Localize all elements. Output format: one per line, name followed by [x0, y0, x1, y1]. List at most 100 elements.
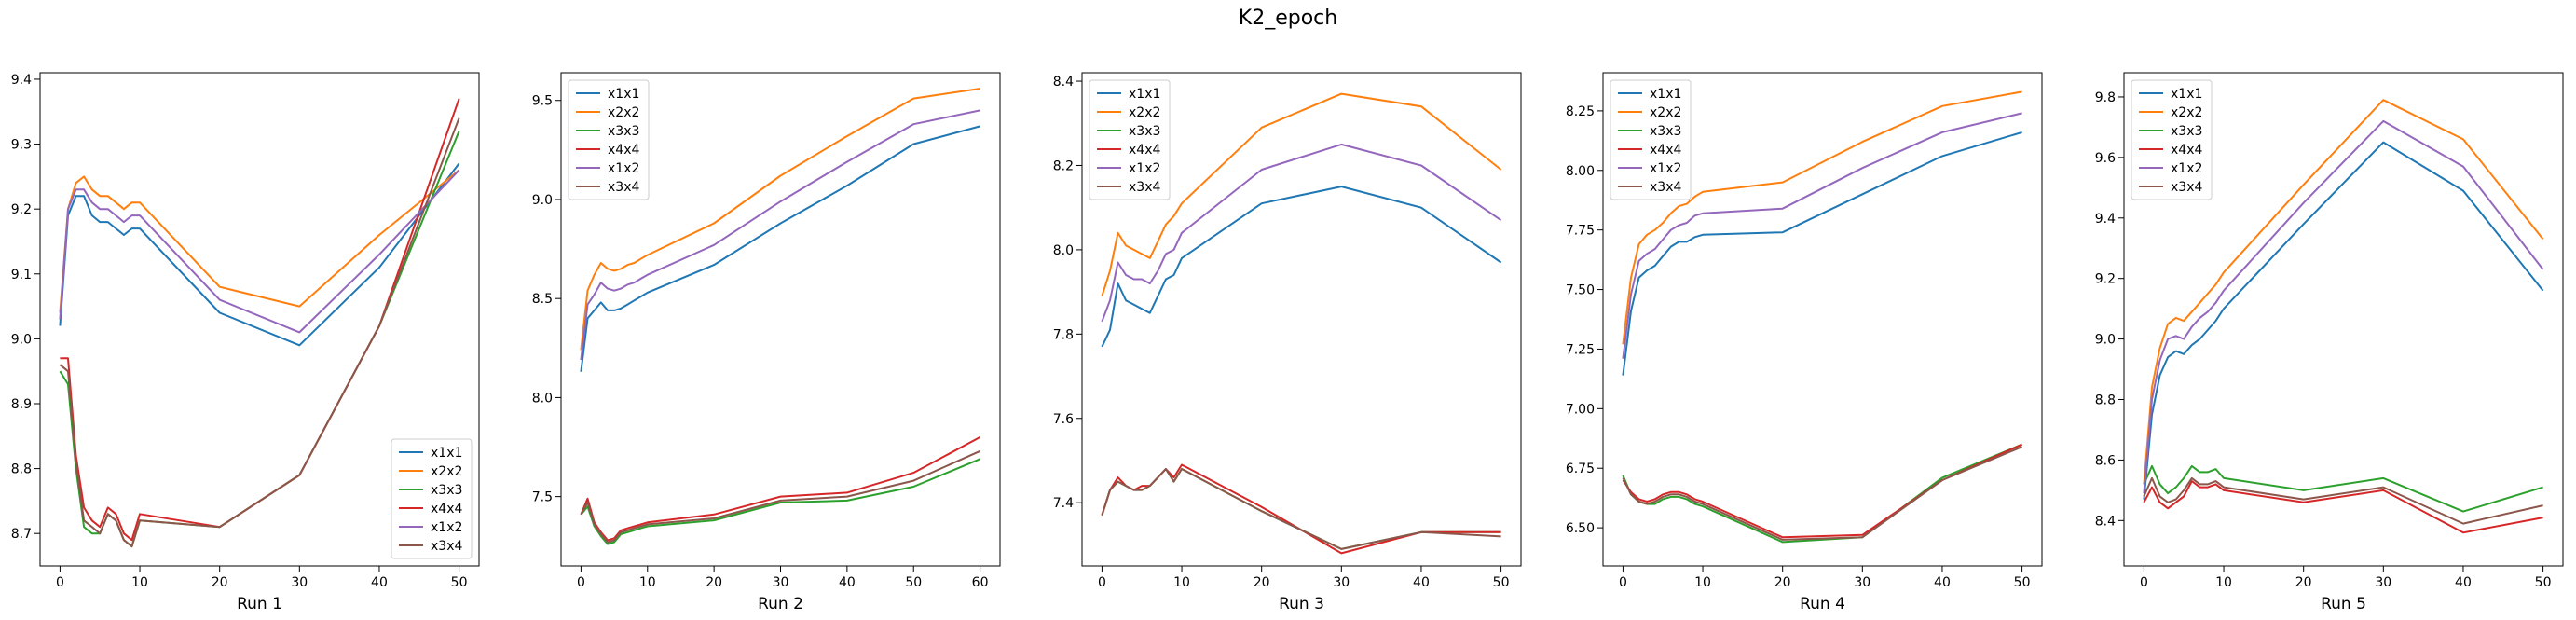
x-tick-label: 20 — [706, 575, 722, 590]
y-tick-label: 7.25 — [1566, 342, 1595, 357]
y-tick-label: 8.4 — [1053, 75, 1074, 90]
legend-label: x2x2 — [1650, 105, 1681, 120]
legend-frame — [2131, 79, 2213, 200]
legend-label: x3x3 — [1129, 124, 1160, 139]
series-line-x1x2 — [1622, 112, 2022, 359]
legend: x1x1 x2x2 x3x3 x4x4 x1x2 x3x4 — [1610, 79, 1692, 200]
series-line-x1x1 — [1101, 186, 1502, 348]
series-lines — [2143, 99, 2544, 534]
y-tick-label: 9.6 — [2095, 151, 2116, 166]
y-tick-label: 7.75 — [1566, 224, 1595, 239]
axes-frame — [1081, 72, 1522, 567]
legend-label: x3x4 — [1650, 180, 1681, 195]
y-tick-label: 6.50 — [1566, 521, 1595, 536]
subplot-2: 0 10 20 30 40 50 60 7.5 8.0 8.5 9.0 9.5 Run 2 x1x1 x2x… — [532, 72, 1001, 613]
y-tick-label: 8.25 — [1566, 104, 1595, 119]
subplot-title: Run 4 — [1800, 595, 1845, 613]
y-tick-label: 9.4 — [2095, 212, 2116, 227]
legend-label: x1x1 — [2171, 87, 2202, 102]
series-line-x3x4 — [1622, 446, 2022, 541]
legend-label: x1x1 — [608, 87, 639, 102]
legend-label: x2x2 — [2171, 105, 2202, 120]
legend-label: x2x2 — [431, 464, 462, 479]
x-tick-label: 10 — [639, 575, 656, 590]
y-tick-label: 7.8 — [1053, 327, 1074, 342]
x-tick-label: 40 — [371, 575, 388, 590]
x-tick-label: 0 — [577, 575, 585, 590]
legend-label: x4x4 — [1650, 143, 1681, 158]
x-tick-label: 40 — [2455, 575, 2472, 590]
y-tick-label: 8.8 — [2095, 393, 2116, 408]
series-line-x1x1 — [1622, 131, 2022, 376]
legend-frame — [1610, 79, 1692, 200]
series-line-x3x4 — [59, 117, 460, 548]
y-tick-label: 9.8 — [2095, 90, 2116, 105]
series-line-x1x1 — [59, 162, 460, 347]
legend-label: x1x1 — [1650, 87, 1681, 102]
subplot-title: Run 1 — [237, 595, 282, 613]
x-tick-label: 30 — [1854, 575, 1870, 590]
y-tick-label: 7.5 — [532, 490, 553, 505]
legend-label: x3x4 — [431, 539, 462, 554]
x-tick-label: 30 — [291, 575, 308, 590]
legend-label: x3x4 — [608, 180, 639, 195]
x-tick-label: 50 — [2535, 575, 2552, 590]
x-tick-label: 40 — [1934, 575, 1951, 590]
series-lines — [1101, 92, 1502, 555]
x-tick-label: 20 — [1774, 575, 1791, 590]
legend-label: x3x3 — [1650, 124, 1681, 139]
legend-label: x2x2 — [608, 105, 639, 120]
x-tick-label: 40 — [839, 575, 856, 590]
series-line-x2x2 — [1101, 92, 1502, 296]
x-tick-label: 50 — [2014, 575, 2031, 590]
x-tick-label: 10 — [2215, 575, 2232, 590]
series-line-x2x2 — [580, 88, 980, 351]
series-line-x3x4 — [580, 449, 981, 544]
legend-frame — [568, 79, 650, 200]
legend-label: x4x4 — [1129, 143, 1160, 158]
legend-label: x1x1 — [431, 446, 462, 461]
legend-label: x3x3 — [2171, 124, 2202, 139]
x-tick-label: 30 — [1333, 575, 1350, 590]
x-tick-label: 40 — [1413, 575, 1430, 590]
series-line-x3x4 — [1101, 468, 1501, 550]
y-tick-label: 7.4 — [1053, 496, 1074, 511]
y-tick-label: 8.0 — [1053, 243, 1074, 258]
y-tick-label: 8.00 — [1566, 164, 1595, 179]
legend-label: x3x4 — [2171, 180, 2202, 195]
legend-label: x1x2 — [1650, 161, 1681, 176]
series-line-x3x3 — [2143, 464, 2543, 513]
legend-label: x4x4 — [2171, 143, 2202, 158]
legend-label: x3x3 — [431, 483, 462, 498]
y-tick-label: 6.75 — [1566, 462, 1595, 476]
x-tick-label: 20 — [2295, 575, 2312, 590]
x-tick-label: 0 — [56, 575, 64, 590]
x-tick-label: 50 — [905, 575, 922, 590]
series-lines — [59, 98, 460, 548]
x-tick-label: 0 — [1619, 575, 1627, 590]
legend: x1x1 x2x2 x3x3 x4x4 x1x2 x3x4 — [1089, 79, 1171, 200]
x-tick-label: 30 — [2375, 575, 2391, 590]
axes-frame — [1602, 72, 2043, 567]
y-tick-label: 8.4 — [2095, 514, 2116, 529]
legend-frame — [391, 438, 473, 559]
subplot-title: Run 5 — [2321, 595, 2366, 613]
axes-frame — [2123, 72, 2564, 567]
legend-frame — [1089, 79, 1171, 200]
y-tick-label: 8.9 — [11, 397, 32, 412]
legend-label: x3x3 — [608, 124, 639, 139]
y-tick-label: 7.6 — [1053, 412, 1074, 427]
series-line-x1x1 — [2143, 141, 2544, 500]
legend-label: x2x2 — [1129, 105, 1160, 120]
series-line-x2x2 — [2143, 99, 2544, 485]
x-tick-label: 0 — [1098, 575, 1106, 590]
x-tick-label: 30 — [773, 575, 789, 590]
subplot-title: Run 3 — [1279, 595, 1324, 613]
series-line-x1x2 — [1101, 143, 1502, 323]
series-line-x4x4 — [1622, 443, 2023, 539]
legend-label: x1x2 — [431, 520, 462, 535]
series-line-x1x2 — [2143, 119, 2544, 494]
legend-label: x1x2 — [608, 161, 639, 176]
legend-label: x3x4 — [1129, 180, 1160, 195]
